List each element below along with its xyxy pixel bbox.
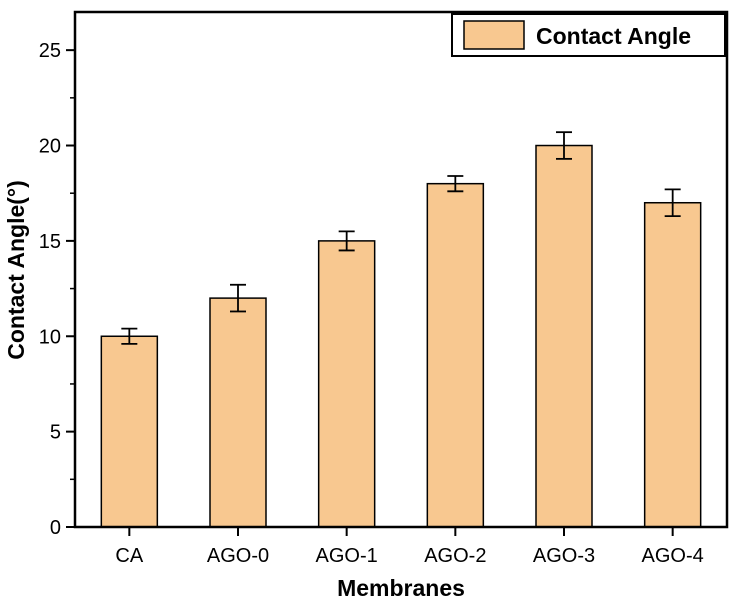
y-tick-label: 10 [39,326,61,348]
y-tick-label: 0 [50,517,61,539]
x-tick-label-AGO-1: AGO-1 [316,545,378,567]
y-tick-label: 20 [39,136,61,158]
bar-CA [100,335,159,528]
plot-border [73,10,729,529]
y-axis-label: Contact Angle(°) [3,180,29,360]
x-tick-label-AGO-3: AGO-3 [533,545,595,567]
x-tick-label-AGO-4: AGO-4 [642,545,704,567]
x-axis-label: Membranes [337,575,465,601]
plot-dynamic-layer: 0 5 10 15 20 25 CA AGO-0 AGO-1 AGO-2 AGO-3 AGO-4 [39,40,704,567]
legend-swatch [463,20,525,50]
bar-AGO-4 [643,201,702,528]
y-tick-label: 5 [50,422,61,444]
bar-AGO-1 [317,240,376,528]
y-tick-label: 15 [39,231,61,253]
bar-AGO-3 [535,144,593,528]
bar-AGO-0 [209,297,267,528]
legend-label: Contact Angle [536,23,691,49]
bar-AGO-2 [426,182,485,528]
x-tick-label-AGO-0: AGO-0 [207,545,269,567]
legend: Contact Angle [451,13,726,57]
y-tick-label: 25 [39,40,61,62]
x-tick-label-AGO-2: AGO-2 [424,545,486,567]
x-tick-label-CA: CA [115,545,143,567]
